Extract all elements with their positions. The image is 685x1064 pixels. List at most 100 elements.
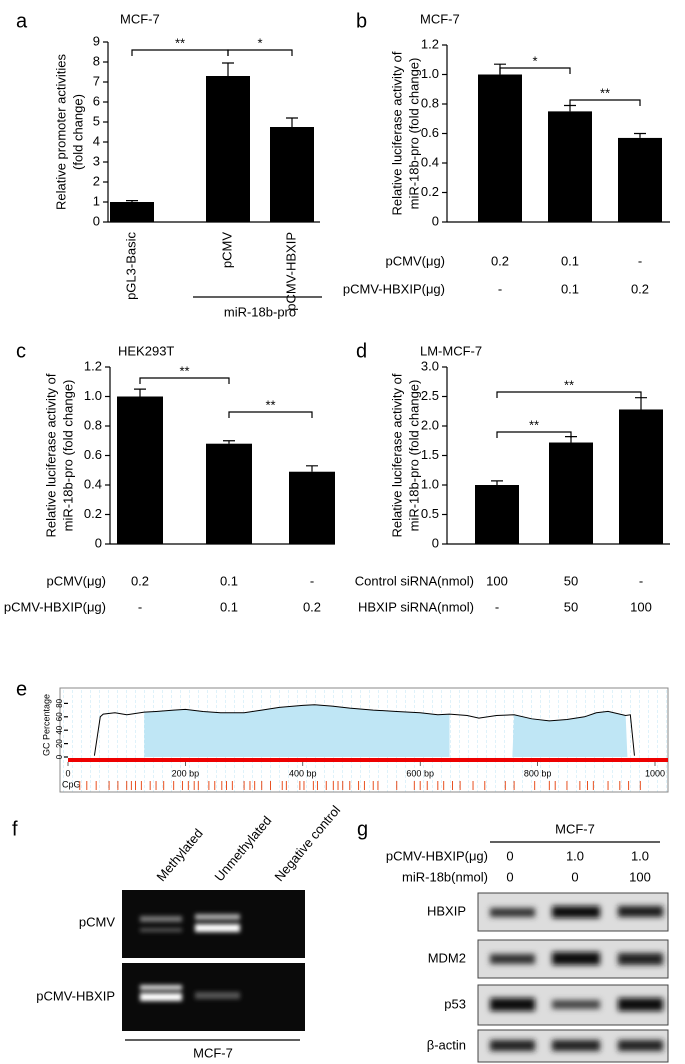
error-bar [564, 104, 576, 112]
cpg-island [512, 711, 628, 757]
condition-cell: 100 [629, 869, 651, 884]
error-bar [126, 200, 138, 202]
y-tick-label: 2.5 [421, 388, 439, 403]
y-axis-label: Relative luciferase activity of [389, 51, 404, 215]
y-axis-label: (fold change) [70, 94, 85, 170]
panel-title: MCF-7 [120, 11, 160, 26]
lane-label: Methylated [153, 826, 205, 884]
track-label: CpG [62, 779, 81, 789]
error-bar [134, 388, 146, 397]
condition-cell: - [310, 573, 314, 588]
significance-label: ** [564, 377, 574, 392]
condition-label: pCMV-HBXIP(μg) [4, 599, 106, 614]
condition-label: pCMV(μg) [47, 573, 107, 588]
y-tick-label: 0.6 [421, 125, 439, 140]
blot-label: β-actin [427, 1037, 466, 1052]
significance-label: * [257, 35, 262, 50]
bar [117, 396, 163, 544]
bar [206, 76, 250, 222]
group-label: miR-18b-pro [224, 304, 296, 319]
gc-line [93, 704, 635, 756]
y-tick-label: 2.0 [421, 417, 439, 432]
x-tick-label: pCMV [219, 232, 234, 268]
x-tick-label: 600 bp [406, 768, 434, 778]
significance-bracket [139, 377, 230, 384]
y-tick-label: 1.0 [421, 476, 439, 491]
panel-title: MCF-7 [420, 11, 460, 26]
condition-cell: 1.0 [566, 848, 584, 863]
panel-label: c [16, 340, 26, 362]
condition-cell: 0.2 [491, 253, 509, 268]
bar [289, 471, 335, 544]
significance-label: ** [265, 397, 275, 412]
condition-cell: 0.1 [220, 573, 238, 588]
condition-cell: 0 [506, 869, 513, 884]
x-tick-label: 0 [65, 768, 70, 778]
condition-cell: - [498, 281, 502, 296]
panel-label: b [356, 10, 367, 32]
condition-label: pCMV-HBXIP(μg) [343, 281, 445, 296]
panel-title: HEK293T [118, 343, 174, 358]
y-tick-label: 20 [55, 739, 64, 748]
y-tick-label: 0 [432, 535, 439, 550]
panel-label: d [356, 340, 367, 362]
y-tick-label: 0.4 [84, 476, 102, 491]
y-tick-label: 3 [93, 153, 100, 168]
error-bar [491, 480, 503, 485]
y-tick-label: 1.2 [84, 358, 102, 373]
condition-cell: 0.1 [561, 253, 579, 268]
significance-label: ** [600, 85, 610, 100]
panel-title: MCF-7 [555, 821, 595, 836]
panel-label: a [16, 10, 28, 32]
condition-cell: - [495, 599, 499, 614]
lane-label: Unmethylated [211, 813, 274, 884]
error-bar [222, 62, 234, 76]
y-tick-label: 8 [93, 53, 100, 68]
condition-cell: 100 [630, 599, 652, 614]
condition-cell: 50 [564, 573, 578, 588]
y-tick-label: 80 [55, 698, 64, 707]
condition-cell: 100 [486, 573, 508, 588]
y-tick-label: 0.6 [84, 447, 102, 462]
y-axis-label: miR-18b-pro (fold change) [406, 380, 421, 532]
row-label: pCMV-HBXIP [36, 988, 115, 1003]
y-tick-label: 0.8 [421, 95, 439, 110]
x-tick-label: pGL3-Basic [123, 232, 138, 300]
significance-bracket [228, 411, 313, 418]
condition-cell: 0.2 [131, 573, 149, 588]
significance-bracket [496, 391, 642, 398]
bar [270, 127, 314, 222]
panel-label: e [16, 678, 27, 700]
y-tick-label: 40 [55, 725, 64, 734]
y-axis-label: GC Percentage [41, 694, 51, 756]
error-bar [635, 397, 647, 410]
condition-cell: - [638, 253, 642, 268]
significance-label: ** [175, 35, 185, 50]
condition-cell: 0.1 [220, 599, 238, 614]
bar [549, 442, 593, 544]
panel-title: LM-MCF-7 [420, 343, 482, 358]
bar [548, 111, 592, 222]
y-tick-label: 0 [93, 213, 100, 228]
cpg-island [144, 704, 450, 757]
blot-label: MDM2 [428, 950, 466, 965]
y-tick-label: 60 [55, 712, 64, 721]
bar [618, 137, 662, 222]
y-tick-label: 0 [95, 535, 102, 550]
y-tick-label: 5 [93, 113, 100, 128]
y-axis-label: miR-18b-pro (fold change) [406, 58, 421, 210]
y-tick-label: 7 [93, 73, 100, 88]
y-tick-label: 4 [93, 133, 100, 148]
y-tick-label: 0.2 [421, 184, 439, 199]
y-tick-label: 0.2 [84, 506, 102, 521]
caption: MCF-7 [193, 1045, 233, 1060]
y-tick-label: 1.0 [84, 388, 102, 403]
y-tick-label: 0.5 [421, 506, 439, 521]
y-tick-label: 1.0 [421, 66, 439, 81]
condition-label: HBXIP siRNA(nmol) [358, 599, 474, 614]
significance-bracket [227, 49, 293, 56]
condition-cell: 1.0 [631, 848, 649, 863]
bar [478, 74, 522, 222]
y-tick-label: 3.0 [421, 358, 439, 373]
